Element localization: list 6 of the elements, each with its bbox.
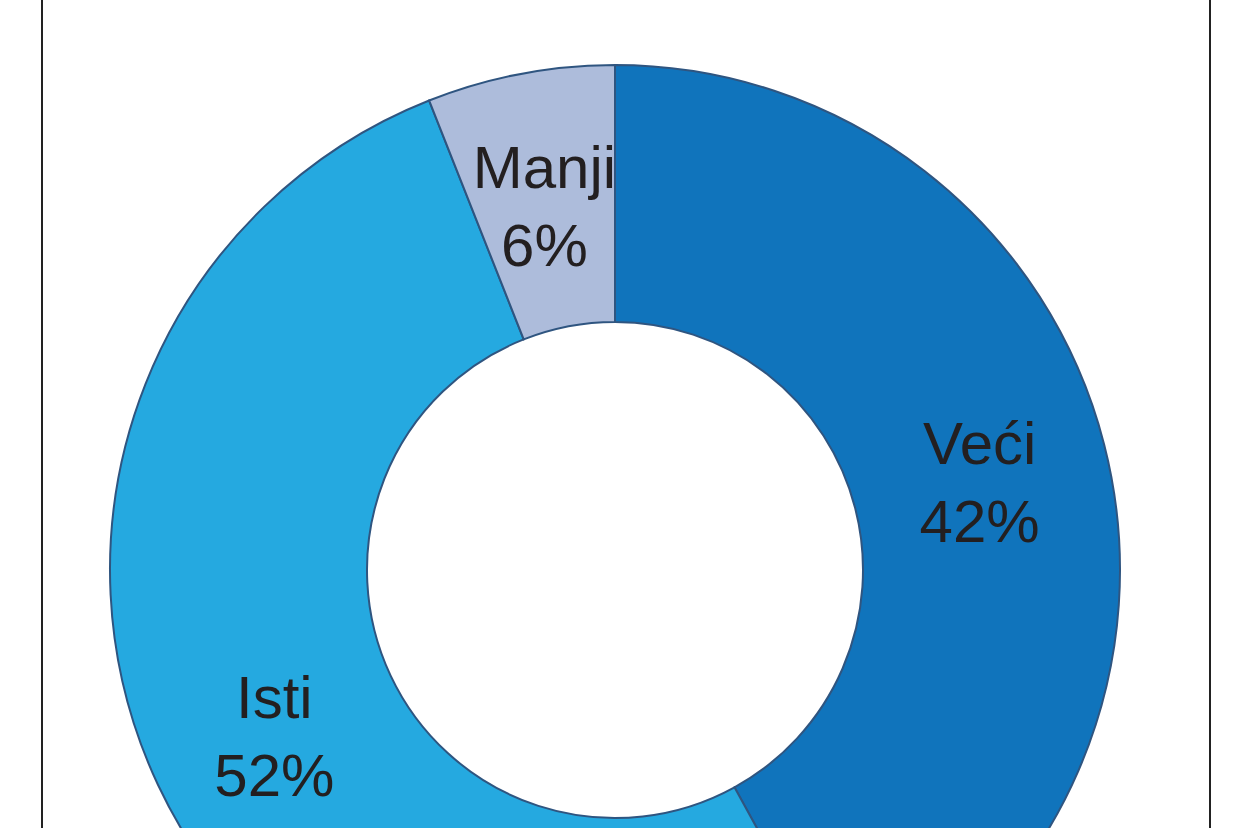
data-label: 52% (214, 742, 335, 810)
slice-label: Veći (922, 410, 1037, 478)
data-label: 6% (501, 212, 588, 280)
slice-label: Isti (236, 664, 313, 732)
slice-label: Manji (472, 134, 617, 202)
data-label: 42% (919, 488, 1040, 556)
